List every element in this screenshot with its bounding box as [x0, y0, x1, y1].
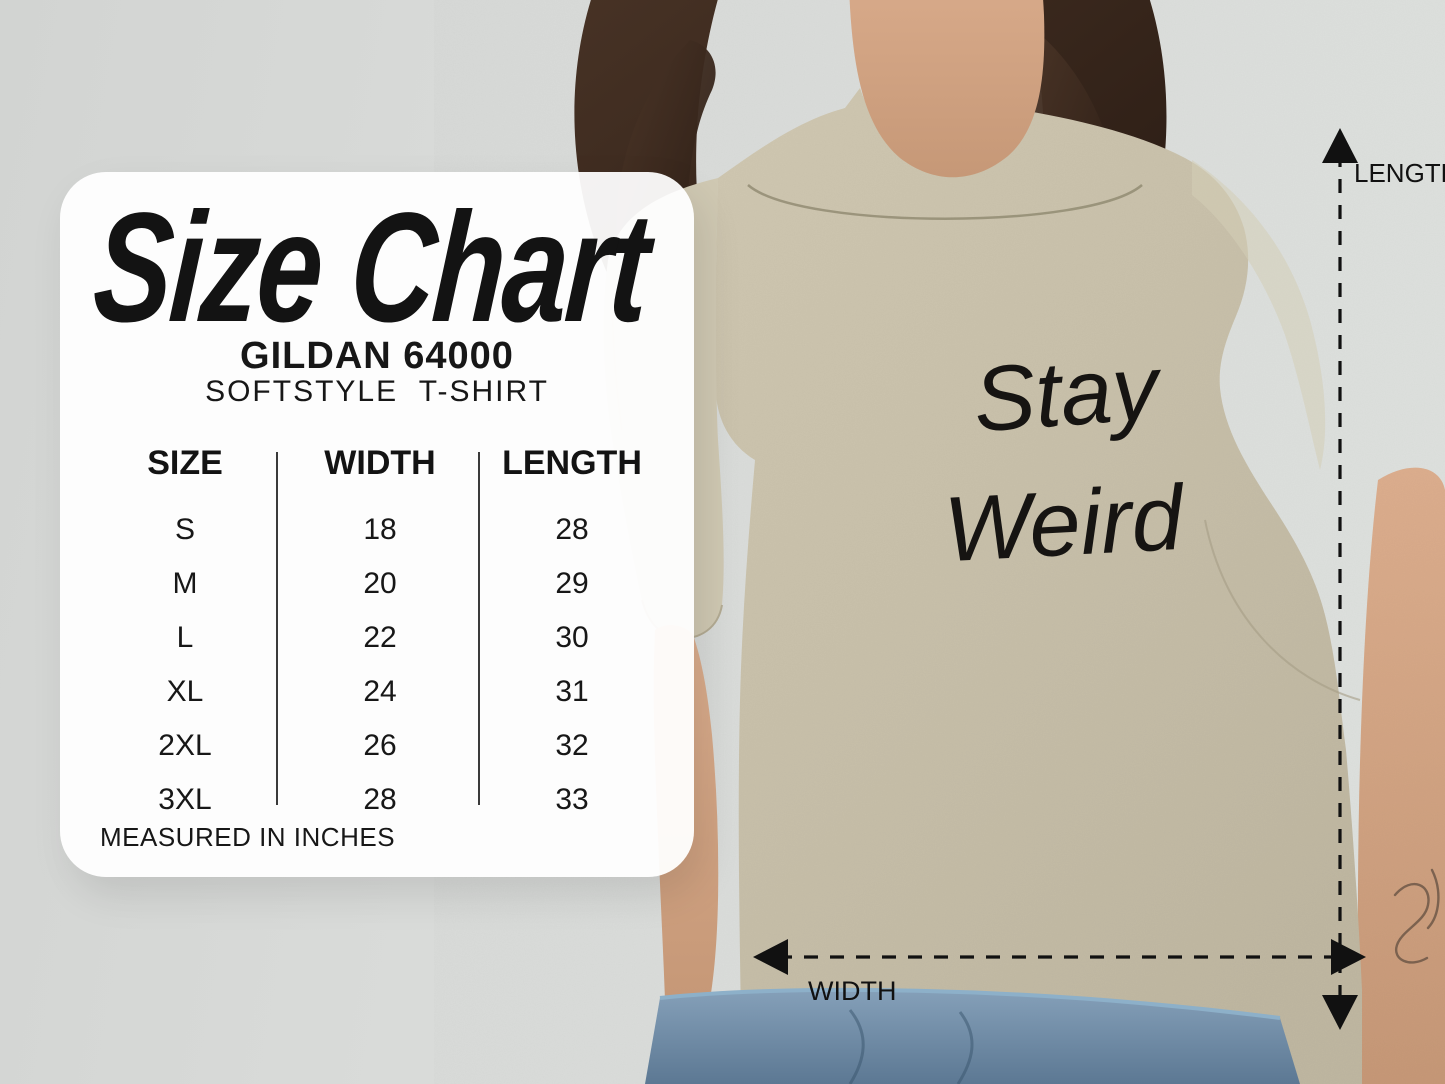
- svg-text:Stay: Stay: [970, 336, 1166, 451]
- svg-text:WIDTH: WIDTH: [808, 976, 896, 1006]
- svg-text:Weird: Weird: [942, 467, 1188, 581]
- svg-text:LENGTH: LENGTH: [1354, 158, 1445, 188]
